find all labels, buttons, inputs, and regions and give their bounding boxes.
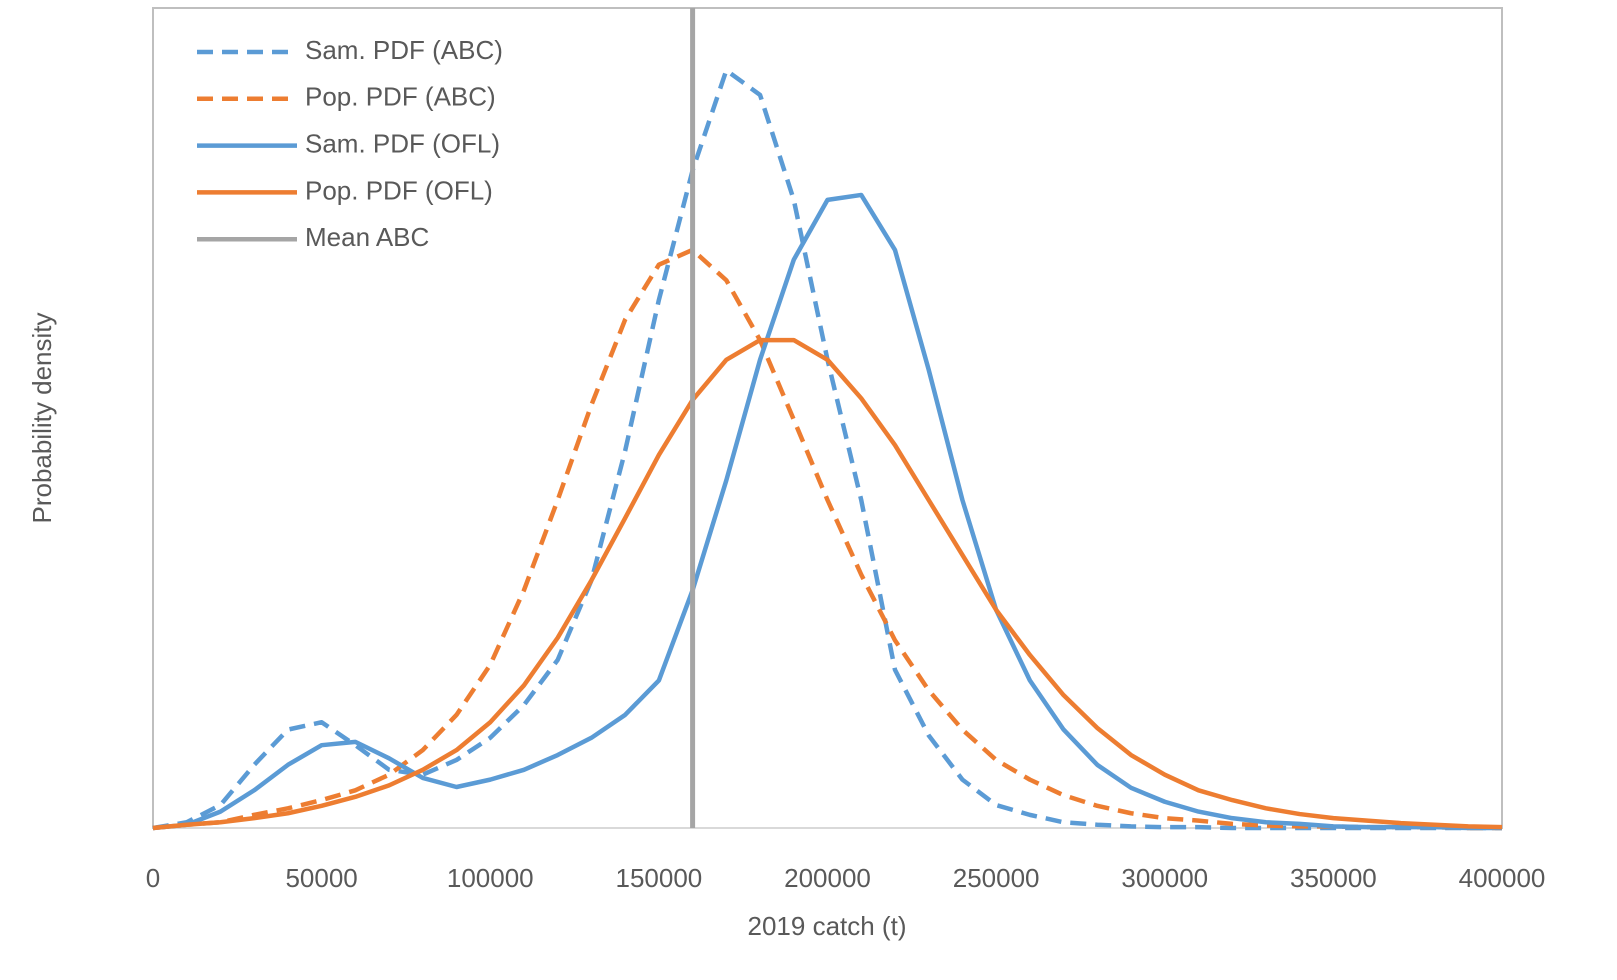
legend-label: Sam. PDF (OFL) [305,128,500,158]
series-line [152,337,1503,831]
x-axis-title: 2019 catch (t) [748,911,907,941]
legend-label: Pop. PDF (ABC) [305,82,496,112]
x-tick-label: 0 [146,863,160,893]
x-tick-label: 400000 [1459,863,1546,893]
x-tick-label: 250000 [953,863,1040,893]
x-tick-label: 150000 [615,863,702,893]
x-tick-label: 350000 [1290,863,1377,893]
series-line [152,247,1502,831]
legend-label: Pop. PDF (OFL) [305,175,493,205]
series-line [152,192,1502,831]
x-tick-label: 300000 [1121,863,1208,893]
x-tick-label: 50000 [285,863,357,893]
legend-label: Sam. PDF (ABC) [305,35,503,65]
legend-label: Mean ABC [305,222,429,252]
y-axis-title: Probability density [27,313,57,524]
x-tick-label: 100000 [447,863,534,893]
x-tick-label: 200000 [784,863,871,893]
